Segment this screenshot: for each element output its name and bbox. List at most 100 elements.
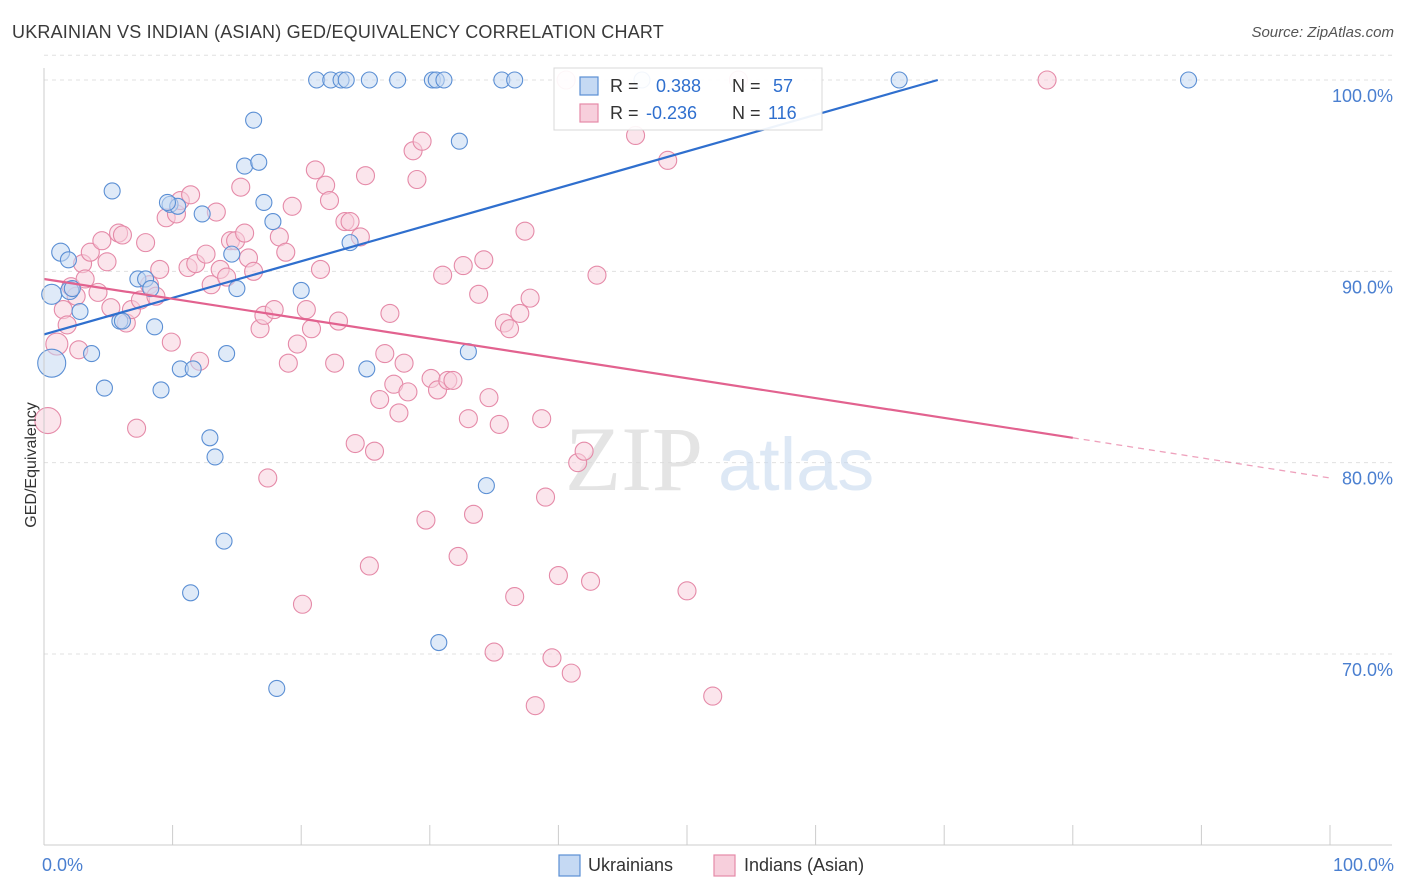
ukrainians-point-27 [228, 280, 246, 298]
indians-point-74 [398, 382, 418, 402]
ukrainians-point-28 [236, 157, 254, 175]
indians-point-0 [34, 407, 62, 435]
ukrainians-point-20 [184, 360, 202, 378]
y-tick-label-2: 90.0% [1342, 277, 1393, 297]
ukrainians-point-16 [152, 381, 170, 399]
ukrainians-point-41 [360, 71, 378, 89]
indians-point-32 [196, 244, 216, 264]
indians-point-81 [433, 265, 453, 285]
stats-n-value-ukrainians: 57 [773, 76, 793, 96]
indians-point-9 [80, 242, 100, 262]
indians-point-68 [370, 389, 390, 410]
ukrainians-point-23 [206, 448, 224, 466]
ukrainians-point-22 [201, 429, 219, 447]
grid-layer [44, 54, 1392, 655]
indians-point-60 [328, 311, 349, 331]
indians-point-3 [57, 315, 77, 335]
indians-point-94 [499, 319, 520, 339]
indians-point-56 [310, 259, 331, 279]
indians-point-58 [319, 190, 340, 211]
y-tick-label-3: 100.0% [1332, 86, 1393, 106]
indians-point-78 [416, 510, 436, 530]
ukrainians-point-39 [337, 71, 355, 89]
ukrainians-point-6 [71, 302, 89, 321]
ukrainians-point-40 [358, 360, 376, 378]
y-tick-label-0: 70.0% [1342, 660, 1393, 680]
points-layer [34, 70, 1198, 716]
indians-point-67 [364, 441, 385, 461]
ukrainians-point-54 [890, 71, 908, 89]
indians-point-49 [278, 353, 298, 373]
indians-point-77 [412, 131, 432, 151]
legend-swatch-indians [713, 854, 736, 877]
legend-label-indians: Indians (Asian) [744, 855, 864, 875]
indians-point-107 [574, 441, 594, 461]
ukrainians-point-32 [264, 213, 282, 231]
indians-point-85 [453, 256, 473, 276]
series-legend: Ukrainians Indians (Asian) [558, 854, 864, 877]
ukrainians-point-11 [113, 312, 131, 330]
indians-point-105 [561, 663, 581, 683]
chart-title: UKRAINIAN VS INDIAN (ASIAN) GED/EQUIVALE… [12, 22, 664, 42]
ukrainians-point-26 [223, 245, 241, 263]
ukrainians-point-51 [506, 71, 524, 89]
indians-point-88 [469, 284, 489, 304]
y-tick-label-1: 80.0% [1342, 469, 1393, 489]
indians-point-100 [532, 409, 552, 429]
axis-layer: 70.0% 80.0% 90.0% 100.0% 0.0% 100.0% [42, 68, 1394, 875]
indians-point-39 [231, 177, 251, 197]
legend-swatch-ukrainians [558, 854, 581, 877]
indians-point-91 [484, 642, 504, 662]
indians-point-108 [580, 571, 601, 591]
indians-point-99 [525, 696, 545, 716]
indians-point-48 [276, 242, 296, 262]
indians-point-40 [235, 223, 255, 243]
indians-point-18 [127, 418, 147, 438]
ukrainians-point-45 [430, 633, 448, 652]
indians-point-76 [407, 169, 427, 190]
indians-point-12 [97, 252, 117, 272]
indians-point-50 [282, 196, 302, 216]
x-tick-label-0: 0.0% [42, 855, 83, 875]
indians-point-102 [542, 648, 562, 668]
ukrainians-point-0 [41, 283, 63, 305]
indians-point-15 [112, 225, 132, 245]
ukrainians-point-55 [182, 584, 200, 602]
x-tick-label-1: 100.0% [1333, 855, 1394, 875]
ukrainians-point-50 [477, 477, 495, 495]
indians-point-112 [677, 581, 697, 601]
ukrainians-point-42 [389, 71, 407, 89]
indians-point-113 [703, 686, 723, 706]
indians-point-45 [258, 468, 278, 488]
stats-legend-swatch-indians [579, 103, 599, 123]
watermark-atlas: atlas [718, 423, 874, 506]
ukrainians-point-7 [83, 345, 101, 363]
ukrainians-point-47 [450, 132, 468, 150]
ukrainians-point-46 [435, 71, 453, 89]
indians-point-97 [515, 221, 535, 241]
series-ukrainians-points [37, 71, 1198, 697]
stats-r-value-ukrainians: 0.388 [656, 76, 701, 96]
chart-source: Source: ZipAtlas.com [1251, 24, 1394, 41]
indians-point-83 [443, 370, 463, 390]
indians-trend-line [43, 277, 1073, 439]
indians-point-8 [75, 269, 95, 289]
indians-point-53 [296, 300, 316, 320]
ukrainians-point-15 [146, 318, 164, 336]
indians-point-115 [1037, 70, 1057, 90]
indians-point-63 [345, 433, 365, 454]
ukrainians-point-33 [268, 679, 286, 697]
indians-point-69 [375, 344, 395, 364]
indians-point-103 [548, 566, 568, 586]
indians-trend-line-extrapolated [1072, 437, 1331, 479]
ukrainians-point-3 [59, 251, 77, 269]
y-axis-label: GED/Equivalency [23, 402, 40, 527]
ukrainians-point-25 [218, 345, 236, 363]
ukrainians-point-29 [245, 111, 263, 129]
stats-r-value-indians: -0.236 [646, 103, 697, 123]
ukrainians-point-24 [215, 532, 233, 550]
indians-point-86 [458, 409, 478, 429]
indians-point-65 [355, 166, 376, 186]
stats-n-value-indians: 116 [768, 103, 797, 123]
